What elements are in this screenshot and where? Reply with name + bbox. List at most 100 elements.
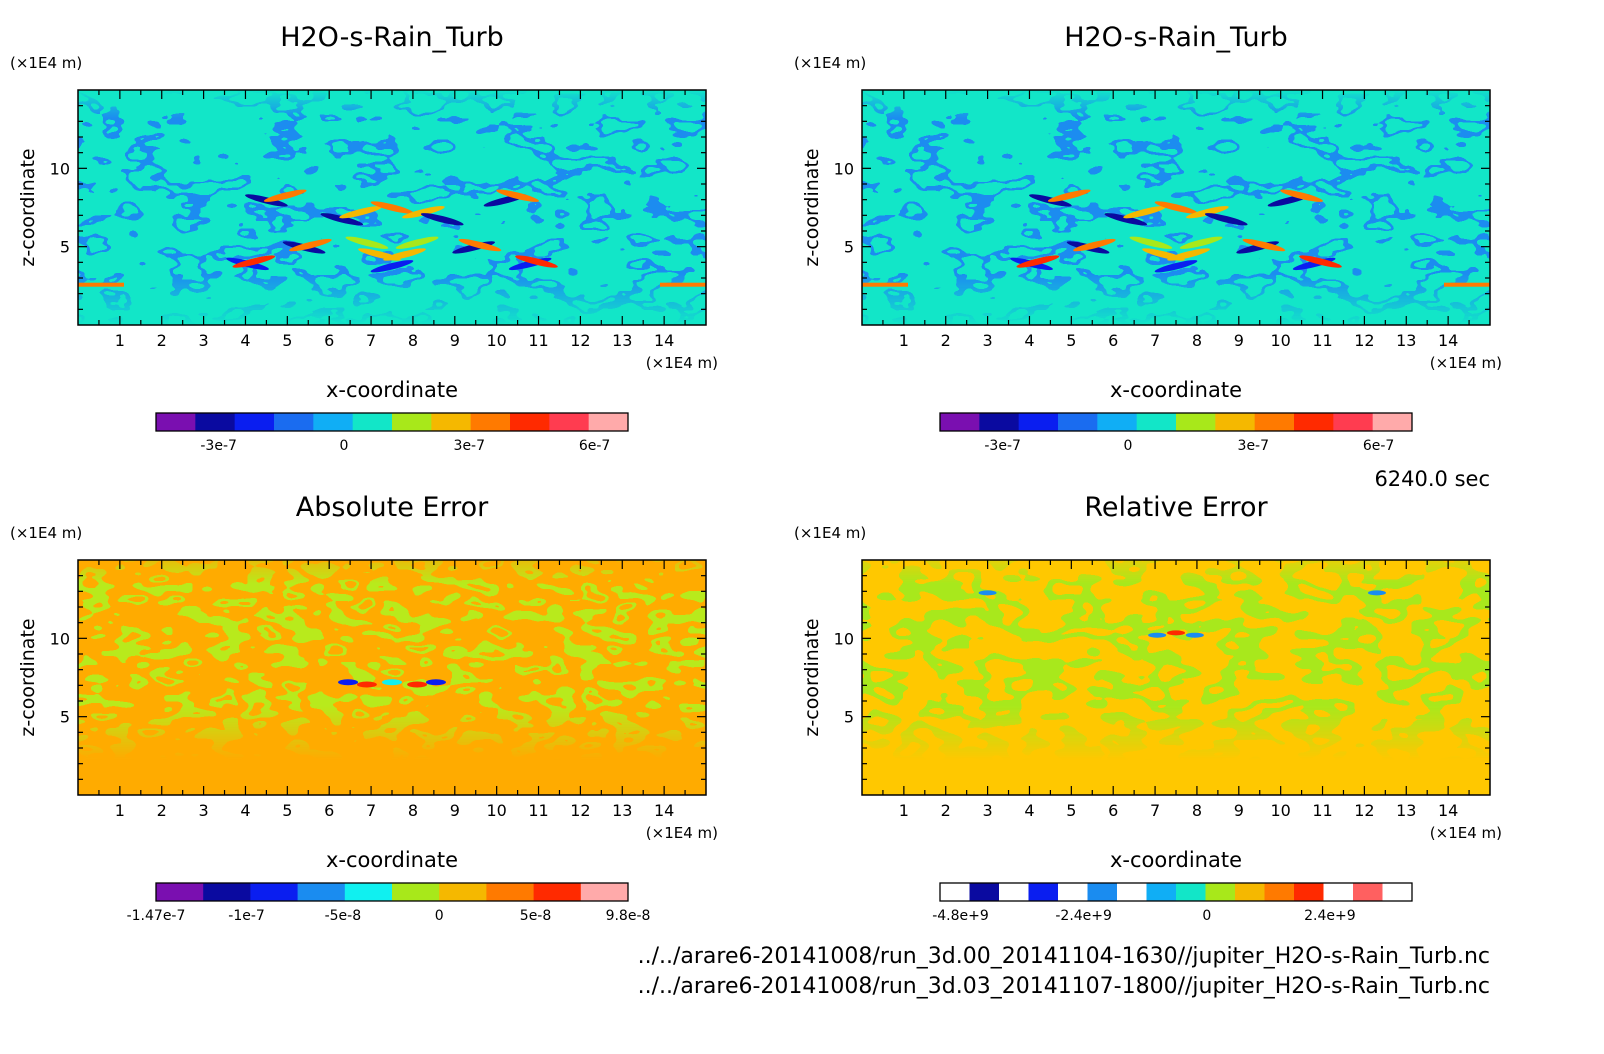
colorbar-swatch — [313, 413, 354, 431]
x-tick-label: 2 — [157, 331, 167, 350]
colorbar-swatch — [1333, 413, 1374, 431]
edge-streak-left — [862, 282, 908, 287]
x-unit-label: (×1E4 m) — [646, 824, 718, 842]
colorbar-swatch — [1235, 883, 1265, 901]
colorbar-swatch — [352, 413, 393, 431]
x-tick-label: 7 — [1150, 331, 1160, 350]
field-feature — [1047, 189, 1091, 202]
x-tick-label: 7 — [366, 331, 376, 350]
chart-panel-3: Absolute Error(×1E4 m)1 2 3 4 5 6 7 8 9 10 11 12 13 1… — [10, 492, 718, 924]
colorbar-tick-label: -4.8e+9 — [932, 908, 989, 924]
field-feature — [320, 213, 364, 226]
colorbar-swatch — [203, 883, 251, 901]
field-feature — [1299, 255, 1342, 268]
y-unit-label: (×1E4 m) — [10, 54, 82, 72]
colorbar-frame — [155, 412, 629, 432]
y-tick-label: 10 — [50, 159, 70, 178]
y-axis-label: z-coordinate — [17, 618, 39, 736]
x-tick-label: 5 — [282, 331, 292, 350]
x-tick-label: 12 — [1354, 331, 1374, 350]
field-feature — [356, 681, 377, 688]
field-feature — [1204, 213, 1248, 226]
colorbar-tick-label: 0 — [435, 908, 444, 924]
colorbar-swatch — [297, 883, 346, 901]
y-tick-label: 5 — [844, 708, 854, 727]
colorbar-swatch — [940, 413, 980, 431]
colorbar-swatch — [1254, 413, 1295, 431]
colorbar-swatch — [1372, 413, 1413, 431]
x-tick-label: 9 — [450, 801, 460, 820]
field-feature — [1129, 236, 1173, 249]
field-feature — [263, 189, 307, 202]
edge-streak-left — [78, 282, 124, 287]
y-axis-label: z-coordinate — [17, 148, 39, 266]
colorbar-swatch — [486, 883, 535, 901]
chart-panel-2: H2O-s-Rain_Turb(×1E4 m)1 2 3 4 5 6 7 8 9 10 11 12 13… — [794, 22, 1502, 454]
field-feature — [370, 260, 414, 273]
colorbar-swatch — [1294, 883, 1324, 901]
colorbar: -3e-7 0 3e-7 6e-7 — [939, 412, 1413, 454]
x-tick-label: 2 — [941, 801, 951, 820]
colorbar-swatch — [549, 413, 590, 431]
x-tick-label: 10 — [1270, 331, 1290, 350]
field-feature — [1280, 189, 1323, 202]
x-tick-label: 8 — [408, 331, 418, 350]
field-feature — [458, 238, 502, 252]
colorbar-frame — [155, 882, 629, 902]
field-texture — [862, 90, 1490, 325]
colorbar-swatch — [431, 413, 472, 431]
x-tick-label: 3 — [199, 801, 209, 820]
colorbar-swatch — [156, 883, 204, 901]
colorbar-swatch — [1323, 883, 1354, 901]
x-tick-label: 14 — [654, 801, 674, 820]
colorbar-swatch — [1146, 883, 1177, 901]
x-tick-label: 4 — [1024, 331, 1034, 350]
y-tick-label: 10 — [834, 629, 854, 648]
y-tick-label: 5 — [60, 708, 70, 727]
x-tick-label: 1 — [899, 331, 909, 350]
colorbar-swatch — [588, 413, 629, 431]
x-axis-label: x-coordinate — [326, 848, 458, 872]
x-tick-label: 3 — [983, 801, 993, 820]
colorbar-tick-label: 5e-8 — [520, 908, 551, 924]
field-texture — [78, 90, 706, 325]
x-tick-label: 6 — [1108, 801, 1118, 820]
field-feature — [1154, 260, 1198, 273]
y-tick-label: 10 — [50, 629, 70, 648]
x-tick-label: 10 — [486, 331, 506, 350]
chart-title: H2O-s-Rain_Turb — [280, 22, 504, 53]
x-tick-label: 7 — [366, 801, 376, 820]
field-feature — [232, 255, 276, 268]
x-tick-label: 11 — [1312, 801, 1332, 820]
colorbar-swatch — [1382, 883, 1413, 901]
x-tick-label: 14 — [1438, 331, 1458, 350]
x-axis-label: x-coordinate — [326, 378, 458, 402]
colorbar-swatch — [580, 883, 629, 901]
colorbar-tick-label: 0 — [1202, 908, 1211, 924]
colorbar-swatch — [1264, 883, 1295, 901]
field-feature — [395, 236, 439, 249]
y-tick-label: 5 — [60, 238, 70, 257]
colorbar-tick-label: -5e-8 — [325, 908, 362, 924]
field-feature — [339, 206, 382, 219]
x-tick-label: 6 — [1108, 331, 1118, 350]
x-tick-label: 13 — [612, 331, 632, 350]
x-tick-label: 13 — [612, 801, 632, 820]
colorbar: -3e-7 0 3e-7 6e-7 — [155, 412, 629, 454]
field-feature — [1016, 255, 1060, 268]
chart-title: H2O-s-Rain_Turb — [1064, 22, 1288, 53]
colorbar-swatch — [940, 883, 970, 901]
colorbar-swatch — [510, 413, 550, 431]
x-tick-label: 9 — [1234, 801, 1244, 820]
colorbar-swatch — [1294, 413, 1334, 431]
x-tick-label: 10 — [486, 801, 506, 820]
x-tick-label: 1 — [899, 801, 909, 820]
field-feature — [1367, 590, 1386, 596]
colorbar-tick-label: 3e-7 — [454, 438, 485, 454]
field-feature — [370, 201, 414, 214]
x-tick-label: 6 — [324, 331, 334, 350]
x-tick-label: 4 — [240, 331, 250, 350]
time-label: 6240.0 sec — [1374, 467, 1490, 491]
colorbar: -4.8e+9 -2.4e+9 0 2.4e+9 — [932, 882, 1413, 924]
field-feature — [345, 236, 389, 249]
